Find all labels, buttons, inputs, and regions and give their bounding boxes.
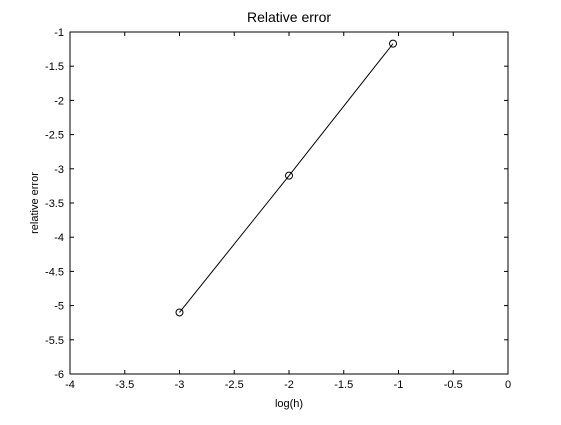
x-tick-label: 0	[505, 379, 511, 391]
x-tick-label: -1.5	[334, 379, 353, 391]
y-tick-label: -2.5	[45, 130, 64, 142]
x-tick-label: -2.5	[225, 379, 244, 391]
chart-title: Relative error	[247, 9, 331, 25]
x-tick-label: -2	[284, 379, 294, 391]
y-tick-label: -2	[54, 95, 64, 107]
y-tick-label: -5	[54, 301, 64, 313]
y-tick-label: -6	[54, 369, 64, 381]
y-tick-label: -1.5	[45, 61, 64, 73]
x-tick-label: -4	[65, 379, 75, 391]
y-tick-label: -5.5	[45, 335, 64, 347]
y-tick-label: -4	[54, 232, 64, 244]
x-axis-label: log(h)	[275, 398, 303, 410]
y-tick-label: -3	[54, 164, 64, 176]
y-tick-label: -1	[54, 27, 64, 39]
plot-area	[70, 32, 508, 374]
x-tick-label: -3.5	[115, 379, 134, 391]
x-tick-label: -0.5	[444, 379, 463, 391]
y-tick-label: -3.5	[45, 198, 64, 210]
x-tick-label: -3	[175, 379, 185, 391]
y-tick-label: -4.5	[45, 266, 64, 278]
x-tick-label: -1	[394, 379, 404, 391]
y-axis-label: relative error	[29, 172, 41, 234]
